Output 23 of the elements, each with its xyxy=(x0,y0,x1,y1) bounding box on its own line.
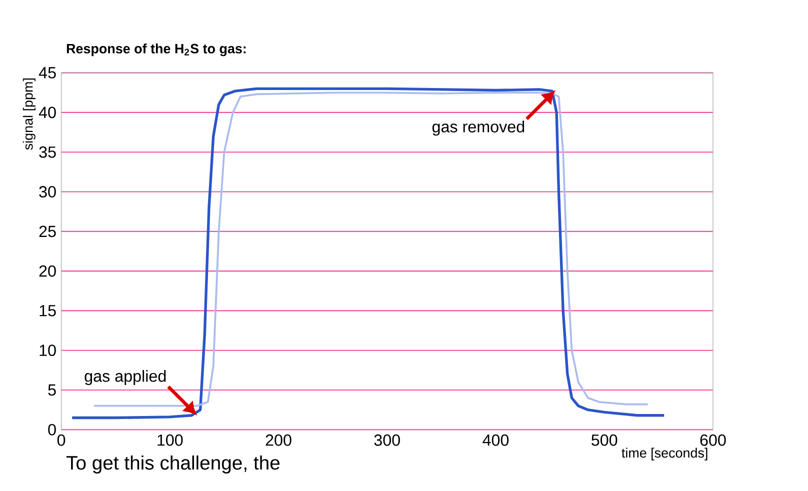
y-tick-label: 20 xyxy=(39,265,56,277)
annotation: gas applied xyxy=(84,370,166,386)
x-tick-label: 300 xyxy=(374,434,400,446)
text: To get this challenge, the xyxy=(66,456,280,474)
y-tick-label: 10 xyxy=(40,344,56,356)
y-tick-label: 40 xyxy=(38,106,56,118)
x-tick-label: 400 xyxy=(482,434,509,446)
x-tick-label: 500 xyxy=(592,434,618,446)
y-tick-label: 5 xyxy=(48,384,56,396)
chart-title: Response of the H$_{2}$S to gas: xyxy=(66,44,246,56)
y-tick-label: 25 xyxy=(39,226,56,238)
y-tick-label: 30 xyxy=(39,186,56,198)
y-tick-label: 0 xyxy=(48,424,56,436)
y-axis-title: signal [ppm] xyxy=(22,78,36,150)
x-tick-label: 200 xyxy=(266,434,292,446)
x-tick-label: 100 xyxy=(158,434,183,446)
y-tick-label: 35 xyxy=(39,146,56,158)
y-tick-label: 15 xyxy=(40,305,56,316)
x-tick-label: 600 xyxy=(700,434,726,446)
y-tick-label: 45 xyxy=(38,67,56,78)
annotation: gas removed xyxy=(432,120,524,136)
x-tick-label: 0 xyxy=(57,434,66,446)
x-axis-title: time [seconds] xyxy=(622,448,708,460)
